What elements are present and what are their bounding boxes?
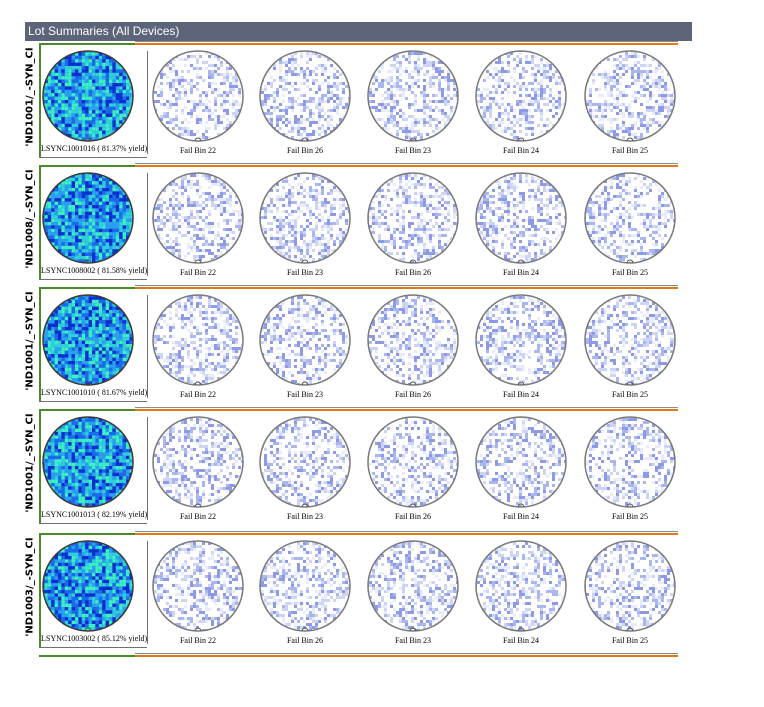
fail-bin-wafer-map[interactable] bbox=[474, 171, 568, 265]
fail-bin-caption: Fail Bin 22 bbox=[179, 390, 216, 399]
lot-row: 'ND1001/_-SYN_CI LSYNC1001010 ( 81.67% y… bbox=[20, 285, 692, 407]
fail-bin-wafer-map[interactable] bbox=[474, 49, 568, 143]
summary-wafer-map[interactable] bbox=[41, 539, 135, 633]
fail-bin-caption: Fail Bin 26 bbox=[286, 146, 323, 155]
fail-bin-wafer-map[interactable] bbox=[583, 415, 677, 509]
fail-bin-wafer-map[interactable] bbox=[258, 171, 352, 265]
fail-bin-caption: Fail Bin 23 bbox=[394, 146, 431, 155]
fail-bin-wafer-map[interactable] bbox=[366, 49, 460, 143]
lot-row: 'ND1003/_-SYN_CI LSYNC1003002 ( 85.12% y… bbox=[20, 531, 692, 653]
fail-bin-caption: Fail Bin 22 bbox=[179, 268, 216, 277]
lot-summary-rows: 'ND1001/_-SYN_CI LSYNC1001016 ( 81.37% y… bbox=[20, 41, 692, 661]
fail-bin-caption: Fail Bin 23 bbox=[286, 512, 323, 521]
device-label: 'ND1003/_-SYN_CI bbox=[24, 537, 36, 637]
device-label: 'ND1008/_-SYN_CI bbox=[24, 169, 36, 269]
fail-bin-caption: Fail Bin 22 bbox=[179, 636, 216, 645]
lot-row: 'ND1001/_-SYN_CI LSYNC1001016 ( 81.37% y… bbox=[20, 41, 692, 163]
fail-bin-wafer-map[interactable] bbox=[583, 293, 677, 387]
fail-bin-caption: Fail Bin 25 bbox=[611, 636, 648, 645]
fail-bin-wafer-map[interactable] bbox=[583, 539, 677, 633]
summary-wafer-map[interactable] bbox=[41, 415, 135, 509]
fail-bin-wafer-map[interactable] bbox=[151, 171, 245, 265]
panel-title: Lot Summaries (All Devices) bbox=[25, 22, 692, 41]
fail-bin-caption: Fail Bin 26 bbox=[394, 268, 431, 277]
fail-bin-wafer-map[interactable] bbox=[258, 539, 352, 633]
fail-bin-wafer-map[interactable] bbox=[258, 49, 352, 143]
fail-bin-caption: Fail Bin 23 bbox=[394, 636, 431, 645]
fail-bin-caption: Fail Bin 25 bbox=[611, 390, 648, 399]
fail-bin-caption: Fail Bin 25 bbox=[611, 268, 648, 277]
lot-row: 'ND1008/_-SYN_CI LSYNC1008002 ( 81.58% y… bbox=[20, 163, 692, 285]
fail-bin-wafer-map[interactable] bbox=[151, 539, 245, 633]
fail-bin-wafer-map[interactable] bbox=[474, 293, 568, 387]
fail-bin-caption: Fail Bin 24 bbox=[502, 146, 539, 155]
summary-wafer-map[interactable] bbox=[41, 49, 135, 143]
fail-bin-caption: Fail Bin 23 bbox=[286, 268, 323, 277]
summary-wafer-map[interactable] bbox=[41, 293, 135, 387]
lot-yield-caption: LSYNC1001016 ( 81.37% yield) bbox=[41, 144, 148, 153]
fail-bin-wafer-map[interactable] bbox=[366, 539, 460, 633]
fail-bin-wafer-map[interactable] bbox=[583, 171, 677, 265]
fail-bin-wafer-map[interactable] bbox=[474, 539, 568, 633]
fail-bin-caption: Fail Bin 26 bbox=[286, 636, 323, 645]
lot-yield-caption: LSYNC1008002 ( 81.58% yield) bbox=[41, 266, 148, 275]
fail-bin-caption: Fail Bin 26 bbox=[394, 390, 431, 399]
fail-bin-wafer-map[interactable] bbox=[151, 49, 245, 143]
fail-bin-wafer-map[interactable] bbox=[151, 415, 245, 509]
fail-bin-wafer-map[interactable] bbox=[474, 415, 568, 509]
next-row-divider bbox=[20, 653, 678, 661]
fail-bin-caption: Fail Bin 23 bbox=[286, 390, 323, 399]
fail-bin-caption: Fail Bin 24 bbox=[502, 636, 539, 645]
fail-bin-caption: Fail Bin 22 bbox=[179, 146, 216, 155]
fail-bin-caption: Fail Bin 25 bbox=[611, 146, 648, 155]
fail-bin-wafer-map[interactable] bbox=[366, 415, 460, 509]
fail-bin-caption: Fail Bin 22 bbox=[179, 512, 216, 521]
lot-yield-caption: LSYNC1001013 ( 82.19% yield) bbox=[41, 510, 148, 519]
device-label: 'ND1001/_-SYN_CI bbox=[24, 47, 36, 147]
fail-bin-caption: Fail Bin 25 bbox=[611, 512, 648, 521]
fail-bin-caption: Fail Bin 26 bbox=[394, 512, 431, 521]
lot-row: 'ND1001/_-SYN_CI LSYNC1001013 ( 82.19% y… bbox=[20, 407, 692, 529]
fail-bin-wafer-map[interactable] bbox=[366, 171, 460, 265]
lot-yield-caption: LSYNC1001010 ( 81.67% yield) bbox=[41, 388, 148, 397]
fail-bin-wafer-map[interactable] bbox=[366, 293, 460, 387]
device-label: 'ND1001/_-SYN_CI bbox=[24, 413, 36, 513]
fail-bin-caption: Fail Bin 24 bbox=[502, 390, 539, 399]
fail-bin-wafer-map[interactable] bbox=[583, 49, 677, 143]
device-label: 'ND1001/_-SYN_CI bbox=[24, 291, 36, 391]
fail-bin-wafer-map[interactable] bbox=[258, 415, 352, 509]
fail-bin-wafer-map[interactable] bbox=[151, 293, 245, 387]
lot-yield-caption: LSYNC1003002 ( 85.12% yield) bbox=[41, 634, 148, 643]
summary-wafer-map[interactable] bbox=[41, 171, 135, 265]
fail-bin-caption: Fail Bin 24 bbox=[502, 512, 539, 521]
fail-bin-caption: Fail Bin 24 bbox=[502, 268, 539, 277]
fail-bin-wafer-map[interactable] bbox=[258, 293, 352, 387]
